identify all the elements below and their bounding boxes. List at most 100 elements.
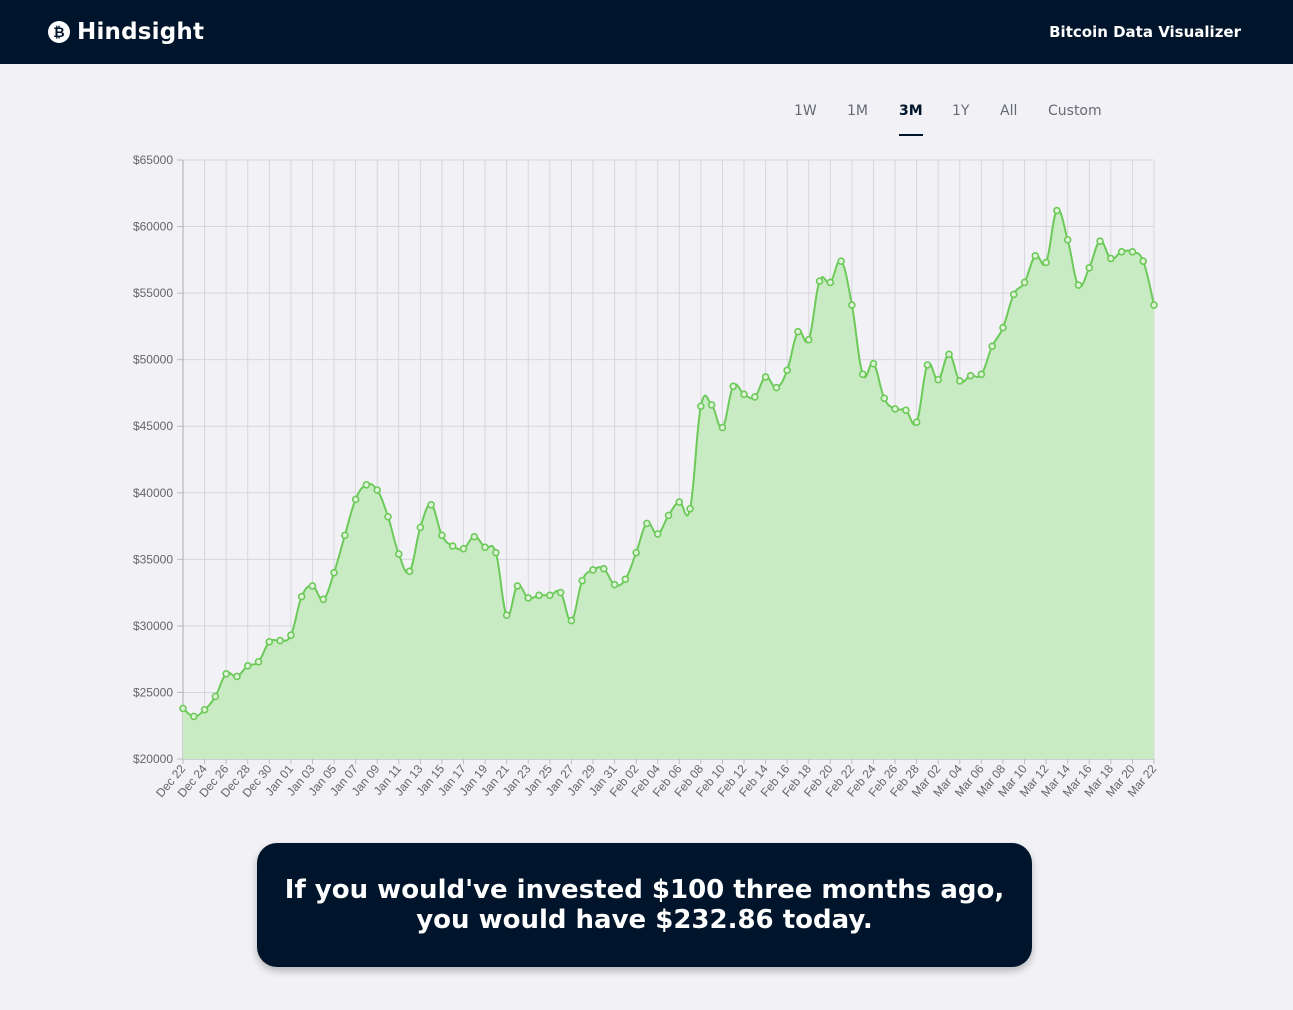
price-point: [254, 658, 263, 666]
price-point: [718, 423, 727, 432]
price-point: [707, 401, 716, 409]
price-point: [686, 504, 694, 513]
price-point: [848, 301, 856, 309]
price-point: [740, 390, 748, 399]
price-point: [470, 532, 479, 541]
price-point: [233, 672, 241, 681]
bitcoin-icon: ₿: [48, 21, 70, 43]
price-point: [200, 705, 209, 714]
price-point: [427, 500, 435, 509]
price-point: [448, 542, 457, 550]
price-point: [297, 592, 306, 601]
price-point: [556, 588, 565, 597]
price-point: [664, 511, 673, 520]
price-point: [502, 611, 511, 620]
price-point: [675, 498, 684, 506]
price-point: [1020, 278, 1029, 287]
top-navbar: ₿ Hindsight Bitcoin Data Visualizer: [0, 0, 1293, 64]
price-point: [858, 370, 867, 379]
price-point: [880, 394, 889, 403]
price-point: [1031, 252, 1040, 260]
price-point: [783, 366, 791, 375]
tab-all[interactable]: All: [1000, 103, 1018, 119]
price-point: [1117, 248, 1126, 256]
tab-1m[interactable]: 1M: [847, 103, 868, 119]
tab-1w[interactable]: 1W: [794, 103, 817, 119]
price-point: [610, 580, 619, 589]
price-point: [794, 327, 802, 336]
price-point: [1150, 301, 1158, 309]
range-tabs: 1W 1M 3M 1Y All Custom: [0, 103, 1293, 143]
price-point: [912, 418, 921, 427]
price-point: [179, 704, 187, 713]
price-point: [243, 662, 252, 670]
price-point: [934, 375, 943, 384]
price-point: [405, 567, 414, 576]
price-point: [621, 575, 630, 584]
price-point: [384, 512, 392, 521]
result-box: If you would've invested $100 three mont…: [257, 843, 1032, 967]
price-point: [751, 393, 759, 401]
tab-3m[interactable]: 3M: [899, 103, 923, 136]
price-point: [837, 257, 845, 265]
price-point: [1107, 254, 1115, 263]
y-tick-label: $30000: [133, 619, 173, 633]
price-point: [524, 594, 533, 602]
price-point: [826, 278, 835, 287]
price-point: [891, 405, 899, 413]
price-point: [535, 591, 543, 600]
price-point: [1139, 257, 1148, 265]
price-point: [373, 486, 382, 494]
price-point: [1053, 206, 1061, 215]
price-point: [988, 342, 996, 351]
price-point: [362, 480, 371, 489]
brand[interactable]: ₿ Hindsight: [48, 14, 204, 50]
tab-1y[interactable]: 1Y: [952, 103, 970, 119]
price-point: [697, 402, 705, 411]
price-point: [589, 566, 597, 574]
price-point: [438, 531, 446, 540]
price-point: [729, 382, 738, 391]
price-point: [341, 531, 349, 540]
price-point: [599, 564, 608, 573]
price-point: [1096, 237, 1104, 245]
price-point: [632, 548, 640, 557]
price-point: [653, 530, 662, 538]
price-point: [222, 670, 230, 678]
y-tick-label: $25000: [133, 685, 173, 699]
price-point: [276, 636, 284, 645]
price-point: [1042, 258, 1050, 267]
price-point: [955, 377, 964, 385]
y-tick-label: $40000: [133, 486, 173, 500]
price-point: [319, 595, 328, 604]
price-point: [1009, 290, 1018, 299]
price-point: [804, 335, 813, 344]
price-point: [308, 582, 317, 590]
price-area-fill: [183, 209, 1154, 759]
price-point: [492, 548, 500, 557]
price-point: [643, 519, 651, 528]
price-point: [265, 638, 274, 646]
y-tick-label: $50000: [133, 353, 173, 367]
price-point: [459, 544, 468, 553]
price-point: [567, 616, 576, 625]
price-point: [945, 350, 953, 359]
price-point: [351, 495, 360, 504]
nav-title-link[interactable]: Bitcoin Data Visualizer: [1049, 23, 1241, 41]
tab-custom[interactable]: Custom: [1048, 103, 1102, 119]
price-point: [1085, 264, 1094, 272]
price-point: [761, 373, 770, 381]
y-tick-label: $20000: [133, 752, 173, 766]
price-point: [1074, 281, 1083, 289]
y-tick-label: $55000: [133, 286, 173, 300]
price-point: [815, 277, 824, 285]
y-tick-label: $65000: [133, 153, 173, 167]
price-point: [211, 692, 220, 701]
price-point: [869, 359, 878, 368]
price-point: [416, 523, 425, 532]
y-tick-label: $35000: [133, 552, 173, 566]
price-chart: $20000 $25000 $30000 $35000 $40000 $45000 $500…: [133, 153, 1160, 800]
price-point: [923, 361, 932, 369]
price-point: [394, 550, 403, 558]
y-tick-label: $45000: [133, 419, 173, 433]
